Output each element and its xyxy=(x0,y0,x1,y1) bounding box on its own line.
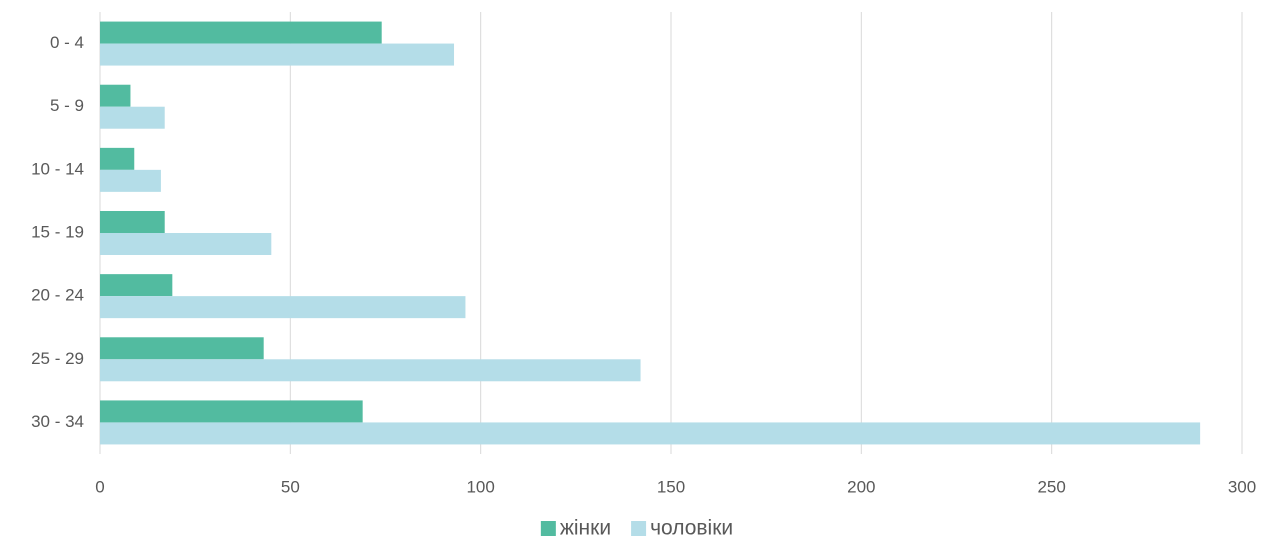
y-tick-label: 25 - 29 xyxy=(31,349,84,368)
bar xyxy=(100,43,455,66)
bar xyxy=(100,211,165,233)
x-tick-label: 250 xyxy=(1037,477,1065,496)
bar xyxy=(100,400,363,423)
y-tick-label: 10 - 14 xyxy=(31,159,84,178)
x-tick-label: 100 xyxy=(466,477,494,496)
legend-swatch xyxy=(631,521,647,536)
y-tick-label: 0 - 4 xyxy=(50,33,84,52)
legend-label: чоловіки xyxy=(650,517,733,540)
y-tick-label: 15 - 19 xyxy=(31,222,84,241)
legend-swatch xyxy=(540,521,556,536)
bar xyxy=(100,147,135,170)
legend-label: жінки xyxy=(560,517,611,540)
bar xyxy=(100,106,165,129)
x-tick-label: 150 xyxy=(657,477,685,496)
bar xyxy=(100,84,131,107)
y-tick-label: 5 - 9 xyxy=(50,96,84,115)
x-tick-label: 200 xyxy=(847,477,875,496)
bar xyxy=(100,296,466,319)
bar xyxy=(100,233,272,255)
y-tick-label: 30 - 34 xyxy=(31,412,84,431)
x-tick-label: 0 xyxy=(95,477,104,496)
bar xyxy=(100,337,264,360)
bar xyxy=(100,21,382,44)
bar xyxy=(100,274,173,297)
x-tick-label: 50 xyxy=(281,477,300,496)
bar xyxy=(100,422,1201,445)
bar xyxy=(100,169,161,192)
y-tick-label: 20 - 24 xyxy=(31,286,84,305)
bar xyxy=(100,359,641,382)
x-tick-label: 300 xyxy=(1228,477,1256,496)
